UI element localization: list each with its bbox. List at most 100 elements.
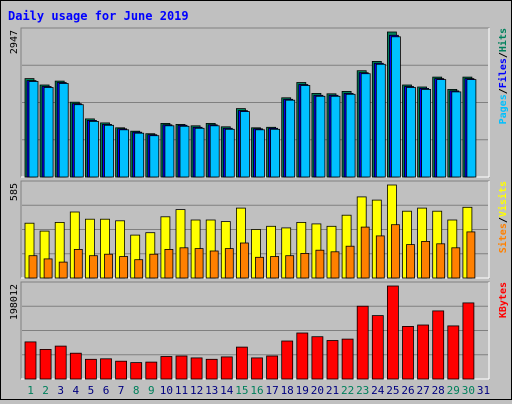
bar-sites-day-30: [466, 231, 476, 279]
x-tick-label: 15: [235, 384, 248, 397]
x-tick-label: 11: [175, 384, 188, 397]
bar-sites-day-11: [179, 247, 189, 279]
bar-kbytes-day-29: [447, 325, 460, 380]
bar-kbytes-day-2: [39, 348, 52, 380]
bar-sites-day-18: [285, 255, 295, 279]
bar-kbytes-day-21: [326, 340, 339, 380]
bar-pages-day-1: [28, 81, 39, 178]
bar-sites-day-7: [119, 256, 128, 279]
bar-kbytes-day-23: [356, 305, 369, 380]
bar-sites-day-27: [421, 240, 431, 279]
x-tick-label: 17: [265, 384, 278, 397]
x-tick-label: 13: [205, 384, 218, 397]
legend-entry: KBytes: [498, 282, 509, 318]
bar-sites-day-12: [194, 248, 204, 279]
y-max-label: 585: [9, 183, 20, 201]
x-tick-label: 21: [326, 384, 339, 397]
bar-kbytes-day-4: [69, 352, 82, 380]
bar-sites-day-6: [104, 253, 113, 279]
bar-kbytes-day-9: [145, 361, 158, 380]
x-tick-label: 18: [281, 384, 294, 397]
x-tick-label: 8: [133, 384, 140, 397]
bar-sites-day-19: [300, 252, 310, 279]
x-tick-label: 9: [148, 384, 155, 397]
bar-sites-day-4: [73, 248, 83, 279]
bar-kbytes-day-6: [100, 358, 112, 380]
x-tick-label: 6: [103, 384, 110, 397]
bar-pages-day-20: [315, 95, 326, 178]
bar-pages-day-4: [73, 104, 84, 178]
bar-pages-day-13: [209, 125, 220, 178]
bar-kbytes-day-12: [190, 357, 203, 380]
bar-kbytes-day-18: [281, 340, 294, 380]
x-tick-label: 27: [416, 384, 429, 397]
x-tick-label: 2: [42, 384, 49, 397]
x-tick-label: 14: [220, 384, 234, 397]
x-tick-label: 5: [88, 384, 95, 397]
bar-kbytes-day-24: [371, 315, 384, 380]
bar-sites-day-20: [315, 249, 325, 279]
x-tick-label: 30: [462, 384, 475, 397]
x-tick-label: 12: [190, 384, 203, 397]
legend-entry: Files: [497, 58, 509, 88]
bar-kbytes-day-7: [115, 360, 127, 380]
x-tick-label: 3: [57, 384, 64, 397]
bar-pages-day-3: [58, 83, 69, 178]
bar-pages-day-5: [89, 121, 99, 178]
x-tick-label: 20: [311, 384, 324, 397]
x-tick-label: 7: [118, 384, 125, 397]
bar-pages-day-16: [255, 129, 265, 178]
x-tick-label: 23: [356, 384, 369, 397]
x-tick-label: 29: [447, 384, 460, 397]
bar-pages-day-18: [285, 99, 296, 178]
bar-sites-day-14: [224, 248, 234, 279]
legend-entry: Pages: [498, 94, 509, 124]
bar-pages-day-24: [375, 63, 386, 178]
legend-entry: Sites: [497, 223, 509, 253]
bar-pages-day-21: [330, 95, 341, 178]
bar-pages-day-9: [149, 135, 160, 178]
bar-pages-day-26: [406, 87, 416, 178]
bar-sites-day-15: [239, 242, 249, 279]
x-tick-label: 10: [160, 384, 173, 397]
bar-kbytes-day-19: [296, 332, 309, 380]
bar-sites-day-8: [134, 259, 144, 279]
bar-pages-day-27: [421, 89, 432, 178]
bar-pages-day-17: [270, 128, 281, 178]
bar-kbytes-day-11: [175, 355, 188, 380]
legend-entry: /: [498, 217, 509, 223]
y-max-label: 2947: [9, 30, 20, 54]
bar-pages-day-19: [300, 85, 311, 178]
bar-pages-day-6: [104, 124, 114, 178]
x-tick-label: 31: [477, 384, 490, 397]
bar-kbytes-day-20: [311, 336, 324, 380]
x-tick-label: 22: [341, 384, 354, 397]
bar-sites-day-29: [451, 247, 461, 279]
x-tick-label: 25: [386, 384, 399, 397]
bar-pages-day-23: [360, 73, 371, 178]
bar-kbytes-day-5: [85, 358, 97, 380]
bar-pages-day-22: [345, 93, 356, 178]
bar-pages-day-28: [436, 79, 447, 178]
bar-kbytes-day-15: [235, 346, 248, 380]
bar-pages-day-2: [43, 87, 54, 178]
bar-kbytes-day-22: [341, 338, 354, 380]
legend: Pages/Files/Hits: [497, 28, 509, 124]
bar-pages-day-29: [451, 91, 462, 178]
legend-entry: /: [498, 88, 509, 94]
bar-sites-day-25: [390, 224, 400, 279]
bar-sites-day-23: [360, 226, 370, 279]
legend: KBytes: [498, 282, 509, 318]
bar-kbytes-day-14: [220, 356, 233, 380]
x-tick-label: 4: [72, 384, 79, 397]
x-tick-label: 1: [27, 384, 34, 397]
bar-kbytes-day-17: [266, 355, 279, 380]
bar-sites-day-3: [58, 261, 68, 279]
bar-kbytes-day-8: [130, 362, 143, 380]
bar-pages-day-7: [119, 129, 129, 178]
bar-kbytes-day-13: [205, 358, 218, 380]
bar-sites-day-13: [209, 250, 219, 279]
bar-kbytes-day-25: [386, 285, 399, 380]
